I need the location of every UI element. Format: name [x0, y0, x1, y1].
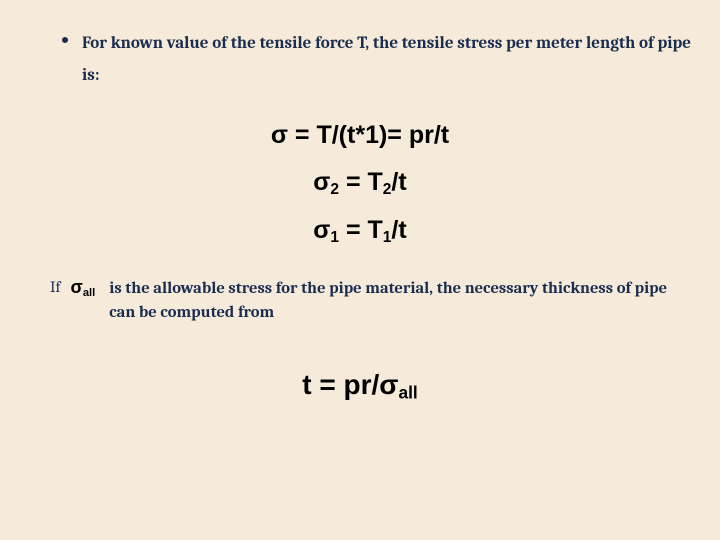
over-t: /t — [391, 216, 406, 244]
equals: = — [288, 121, 317, 149]
equals-2: = — [387, 121, 409, 149]
lhs-t: t — [302, 369, 311, 400]
if-text: is the allowable stress for the pipe mat… — [109, 277, 669, 325]
bullet-text: For known value of the tensile force T, … — [82, 28, 696, 93]
over-t: /t — [391, 168, 406, 196]
sigma-symbol: σ — [313, 216, 330, 244]
equations-group: σ = T/(t*1)= pr/t σ2 = T2/t σ1 = T1/t — [24, 121, 696, 248]
equation-sigma: σ = T/(t*1)= pr/t — [24, 121, 696, 150]
equation-sigma2: σ2 = T2/t — [24, 168, 696, 199]
sigma-symbol: σ — [379, 369, 398, 400]
sigma-all-symbol: σall — [71, 277, 96, 299]
pr-over: pr/ — [344, 369, 380, 400]
equals: = — [339, 168, 368, 196]
equation-sigma1: σ1 = T1/t — [24, 216, 696, 247]
rhs-2: pr/t — [409, 121, 449, 149]
sigma-symbol: σ — [313, 168, 330, 196]
sigma-subscript: all — [398, 383, 417, 403]
sigma-subscript: all — [83, 287, 95, 299]
T-symbol: T — [368, 216, 383, 244]
bullet-dot — [62, 37, 68, 43]
sigma-subscript: 2 — [330, 180, 339, 197]
if-label: If — [50, 278, 61, 296]
if-statement: If σall is the allowable stress for the … — [50, 277, 696, 325]
rhs-1: T/(t*1) — [316, 121, 387, 149]
sigma-symbol: σ — [71, 277, 83, 297]
sigma-subscript: 1 — [330, 229, 339, 246]
bullet-item: For known value of the tensile force T, … — [62, 28, 696, 93]
T-symbol: T — [368, 168, 383, 196]
sigma-symbol: σ — [271, 121, 288, 149]
equation-thickness-wrap: t = pr/σall — [24, 369, 696, 403]
equation-thickness: t = pr/σall — [302, 369, 418, 400]
equals: = — [312, 369, 344, 400]
equals: = — [339, 216, 368, 244]
